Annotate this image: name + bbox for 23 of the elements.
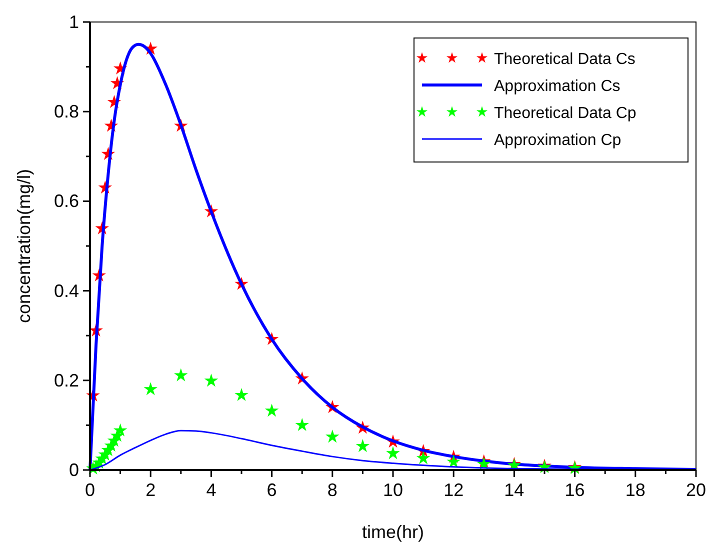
y-tick-label: 0.2	[54, 370, 79, 390]
legend-label: Theoretical Data Cs	[494, 51, 636, 68]
x-tick-label: 0	[84, 480, 96, 500]
x-tick-label: 4	[206, 480, 216, 500]
y-tick-label: 0.8	[54, 102, 79, 122]
y-tick-label: 0.6	[54, 191, 79, 212]
x-tick-label: 12	[444, 480, 464, 500]
x-tick-label: 16	[564, 480, 585, 500]
y-tick-label: 1	[68, 12, 79, 32]
x-axis-title: time(hr)	[362, 522, 424, 542]
y-axis-title: concentration(mg/l)	[14, 168, 34, 324]
legend-label: Theoretical Data Cp	[494, 105, 636, 122]
legend-label: Approximation Cs	[494, 78, 620, 95]
x-tick-label: 18	[625, 480, 646, 500]
x-tick-label: 6	[266, 480, 277, 500]
y-tick-label: 0.4	[54, 280, 79, 301]
x-tick-label: 14	[504, 480, 524, 500]
x-tick-label: 10	[382, 480, 404, 500]
legend-label: Approximation Cp	[494, 132, 622, 149]
y-tick-label: 0	[68, 460, 79, 480]
x-tick-label: 2	[146, 480, 156, 500]
x-tick-label: 8	[327, 480, 338, 500]
x-tick-label: 20	[686, 480, 706, 500]
